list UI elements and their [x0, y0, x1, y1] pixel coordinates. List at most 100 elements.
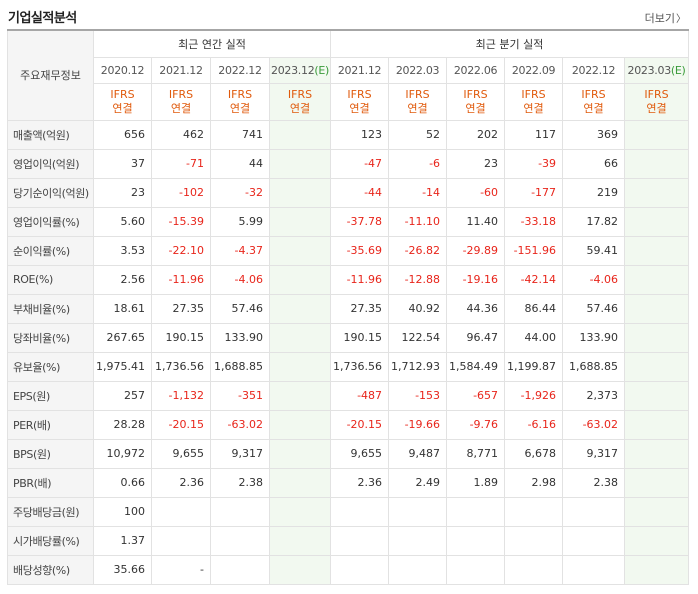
table-cell — [388, 525, 448, 556]
table-cell — [268, 235, 332, 266]
table-row: PER(배) 28.28 -20.15 -63.02 -20.15 -19.66 -9.76… — [7, 409, 690, 440]
table-cell: 257 — [93, 380, 152, 411]
table-cell — [268, 380, 332, 411]
table-cell: -9.76 — [446, 409, 506, 440]
table-cell: 17.82 — [562, 206, 626, 237]
table-cell — [268, 525, 332, 556]
table-cell: 8,771 — [446, 438, 506, 469]
table-cell: 86.44 — [504, 293, 564, 324]
period-header: 2022.03 — [388, 56, 448, 84]
period-label: 2023.03 — [627, 63, 672, 77]
table-cell — [624, 119, 690, 150]
table-cell: -4.06 — [562, 264, 626, 295]
row-label: 매출액(억원) — [7, 119, 94, 150]
table-cell — [268, 351, 332, 382]
table-cell — [268, 177, 332, 208]
more-link[interactable]: 더보기〉 — [645, 10, 686, 26]
table-cell: 133.90 — [210, 322, 270, 353]
period-label: 2021.12 — [337, 63, 382, 77]
table-row: 주당배당금(원) 100 — [7, 496, 690, 527]
row-label: 주당배당금(원) — [7, 496, 94, 527]
table-cell — [562, 496, 626, 527]
row-label: 영업이익률(%) — [7, 206, 94, 237]
accounting-basis: IFRS 연결 — [93, 82, 152, 121]
table-cell: -47 — [330, 148, 390, 179]
period-label: 2022.06 — [453, 63, 498, 77]
accounting-basis: IFRS 연결 — [388, 82, 448, 121]
table-cell — [268, 496, 332, 527]
column-header-indicator: 주요재무정보 — [7, 29, 94, 121]
table-cell — [210, 554, 270, 585]
table-cell: 133.90 — [562, 322, 626, 353]
period-label: 2022.12 — [218, 63, 262, 77]
table-cell — [624, 148, 690, 179]
period-header: 2023.12(E) — [268, 56, 332, 84]
table-cell — [624, 496, 690, 527]
row-label: 당좌비율(%) — [7, 322, 94, 353]
table-cell: 28.28 — [93, 409, 152, 440]
table-cell: -4.06 — [210, 264, 270, 295]
table-cell: -657 — [446, 380, 506, 411]
consolidation-type: 연결 — [465, 101, 486, 115]
estimate-mark: (E) — [314, 63, 330, 77]
period-label: 2022.03 — [395, 63, 440, 77]
table-cell: 23 — [93, 177, 152, 208]
table-cell — [330, 525, 390, 556]
table-row: BPS(원) 10,972 9,655 9,317 9,655 9,487 8,771 6,6… — [7, 438, 690, 469]
period-header: 2022.12 — [562, 56, 626, 84]
table-cell: -151.96 — [504, 235, 564, 266]
table-cell: -6 — [388, 148, 448, 179]
table-cell — [624, 177, 690, 208]
table-cell: 1,736.56 — [330, 351, 390, 382]
period-header: 2021.12 — [151, 56, 211, 84]
table-cell: -33.18 — [504, 206, 564, 237]
table-cell: -22.10 — [151, 235, 211, 266]
accounting-standard: IFRS — [405, 87, 430, 101]
table-cell: 37 — [93, 148, 152, 179]
period-header: 2023.03(E) — [624, 56, 690, 84]
table-cell: 27.35 — [330, 293, 390, 324]
consolidation-type: 연결 — [349, 101, 370, 115]
row-label: PER(배) — [7, 409, 94, 440]
table-cell: 3.53 — [93, 235, 152, 266]
table-cell — [504, 525, 564, 556]
table-cell — [624, 293, 690, 324]
table-cell: 1,688.85 — [562, 351, 626, 382]
table-cell: 6,678 — [504, 438, 564, 469]
table-cell: 2.38 — [210, 467, 270, 498]
table-cell: 23 — [446, 148, 506, 179]
table-cell: -39 — [504, 148, 564, 179]
table-row: 시가배당률(%) 1.37 — [7, 525, 690, 556]
table-cell — [504, 554, 564, 585]
row-label: BPS(원) — [7, 438, 94, 469]
accounting-standard: IFRS — [227, 87, 253, 101]
table-cell — [624, 206, 690, 237]
section-title: 기업실적분석 — [8, 11, 77, 26]
table-cell: -351 — [210, 380, 270, 411]
row-label: 유보율(%) — [7, 351, 94, 382]
table-cell — [624, 380, 690, 411]
table-cell: -71 — [151, 148, 211, 179]
table-row: 순이익률(%) 3.53 -22.10 -4.37 -35.69 -26.82 -29.89… — [7, 235, 690, 266]
table-cell: 1,199.87 — [504, 351, 564, 382]
table-cell — [624, 409, 690, 440]
accounting-basis: IFRS 연결 — [504, 82, 564, 121]
table-cell — [268, 148, 332, 179]
table-cell: 2.38 — [562, 467, 626, 498]
table-row: 배당성향(%) 35.66- — [7, 554, 690, 585]
table-cell — [268, 467, 332, 498]
table-cell: 44.36 — [446, 293, 506, 324]
table-cell — [446, 525, 506, 556]
table-cell: -63.02 — [210, 409, 270, 440]
table-cell — [330, 496, 390, 527]
table-cell — [562, 554, 626, 585]
consolidation-type: 연결 — [523, 101, 544, 115]
table-row: 영업이익(억원) 37 -71 44 -47 -6 23 -39 66 — [7, 148, 690, 179]
table-cell: -102 — [151, 177, 211, 208]
table-cell: 1.89 — [446, 467, 506, 498]
period-header: 2021.12 — [330, 56, 390, 84]
table-cell: 1.37 — [93, 525, 152, 556]
table-cell: -4.37 — [210, 235, 270, 266]
table-cell — [210, 496, 270, 527]
table-cell: 66 — [562, 148, 626, 179]
